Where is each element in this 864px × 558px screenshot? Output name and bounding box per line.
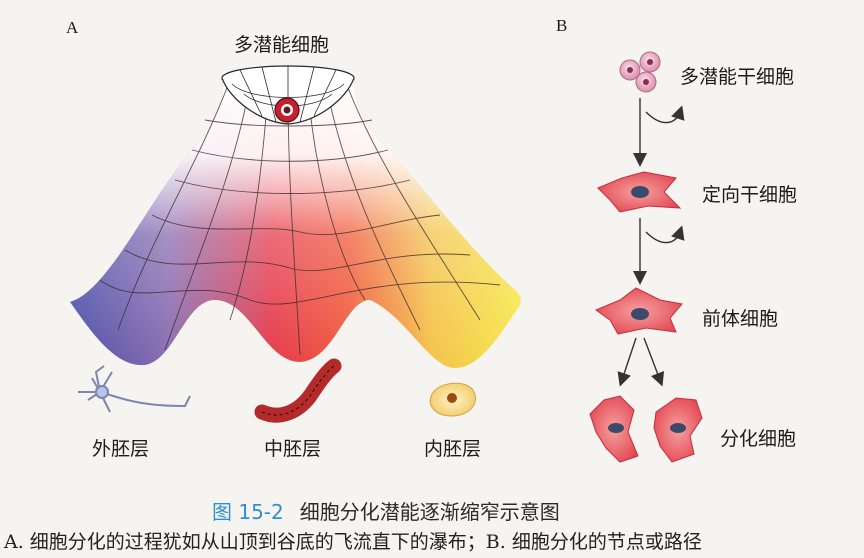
figure-title: 细胞分化潜能逐渐缩窄示意图 bbox=[299, 500, 560, 524]
pluripotent-cell-label: 多潜能细胞 bbox=[234, 34, 330, 56]
stage-committed-stem-cell: 定向干细胞 bbox=[702, 184, 798, 206]
ectoderm-label: 外胚层 bbox=[92, 438, 150, 460]
panel-a-letter: A bbox=[66, 18, 79, 37]
differentiated-cell-right-icon bbox=[653, 397, 703, 463]
precursor-cell-icon bbox=[594, 287, 683, 335]
committed-stem-cell-icon bbox=[597, 171, 682, 213]
figure-description: A. 细胞分化的过程犹如从山顶到谷底的飞流直下的瀑布；B. 细胞分化的节点或路径 bbox=[4, 531, 702, 553]
figure-number: 图 15-2 bbox=[212, 500, 284, 524]
pluripotent-cell-ball bbox=[274, 97, 300, 123]
neuron-cell-icon bbox=[78, 365, 191, 413]
endoderm-label: 内胚层 bbox=[424, 438, 482, 460]
mesoderm-label: 中胚层 bbox=[264, 438, 322, 460]
figure-caption: 图 15-2 细胞分化潜能逐渐缩窄示意图 bbox=[212, 496, 560, 525]
muscle-fiber-icon bbox=[254, 358, 342, 423]
stage-differentiated-cell: 分化细胞 bbox=[720, 428, 797, 450]
differentiated-cell-left-icon bbox=[589, 395, 639, 463]
stage-pluripotent-stem-cell: 多潜能干细胞 bbox=[680, 66, 795, 88]
landscape-mountain bbox=[70, 72, 521, 368]
endoderm-cell-icon bbox=[429, 382, 476, 417]
path-arrows bbox=[617, 98, 685, 387]
panel-b-letter: B bbox=[556, 16, 568, 35]
stage-precursor-cell: 前体细胞 bbox=[702, 308, 779, 330]
stem-cell-cluster-icon bbox=[619, 51, 661, 93]
